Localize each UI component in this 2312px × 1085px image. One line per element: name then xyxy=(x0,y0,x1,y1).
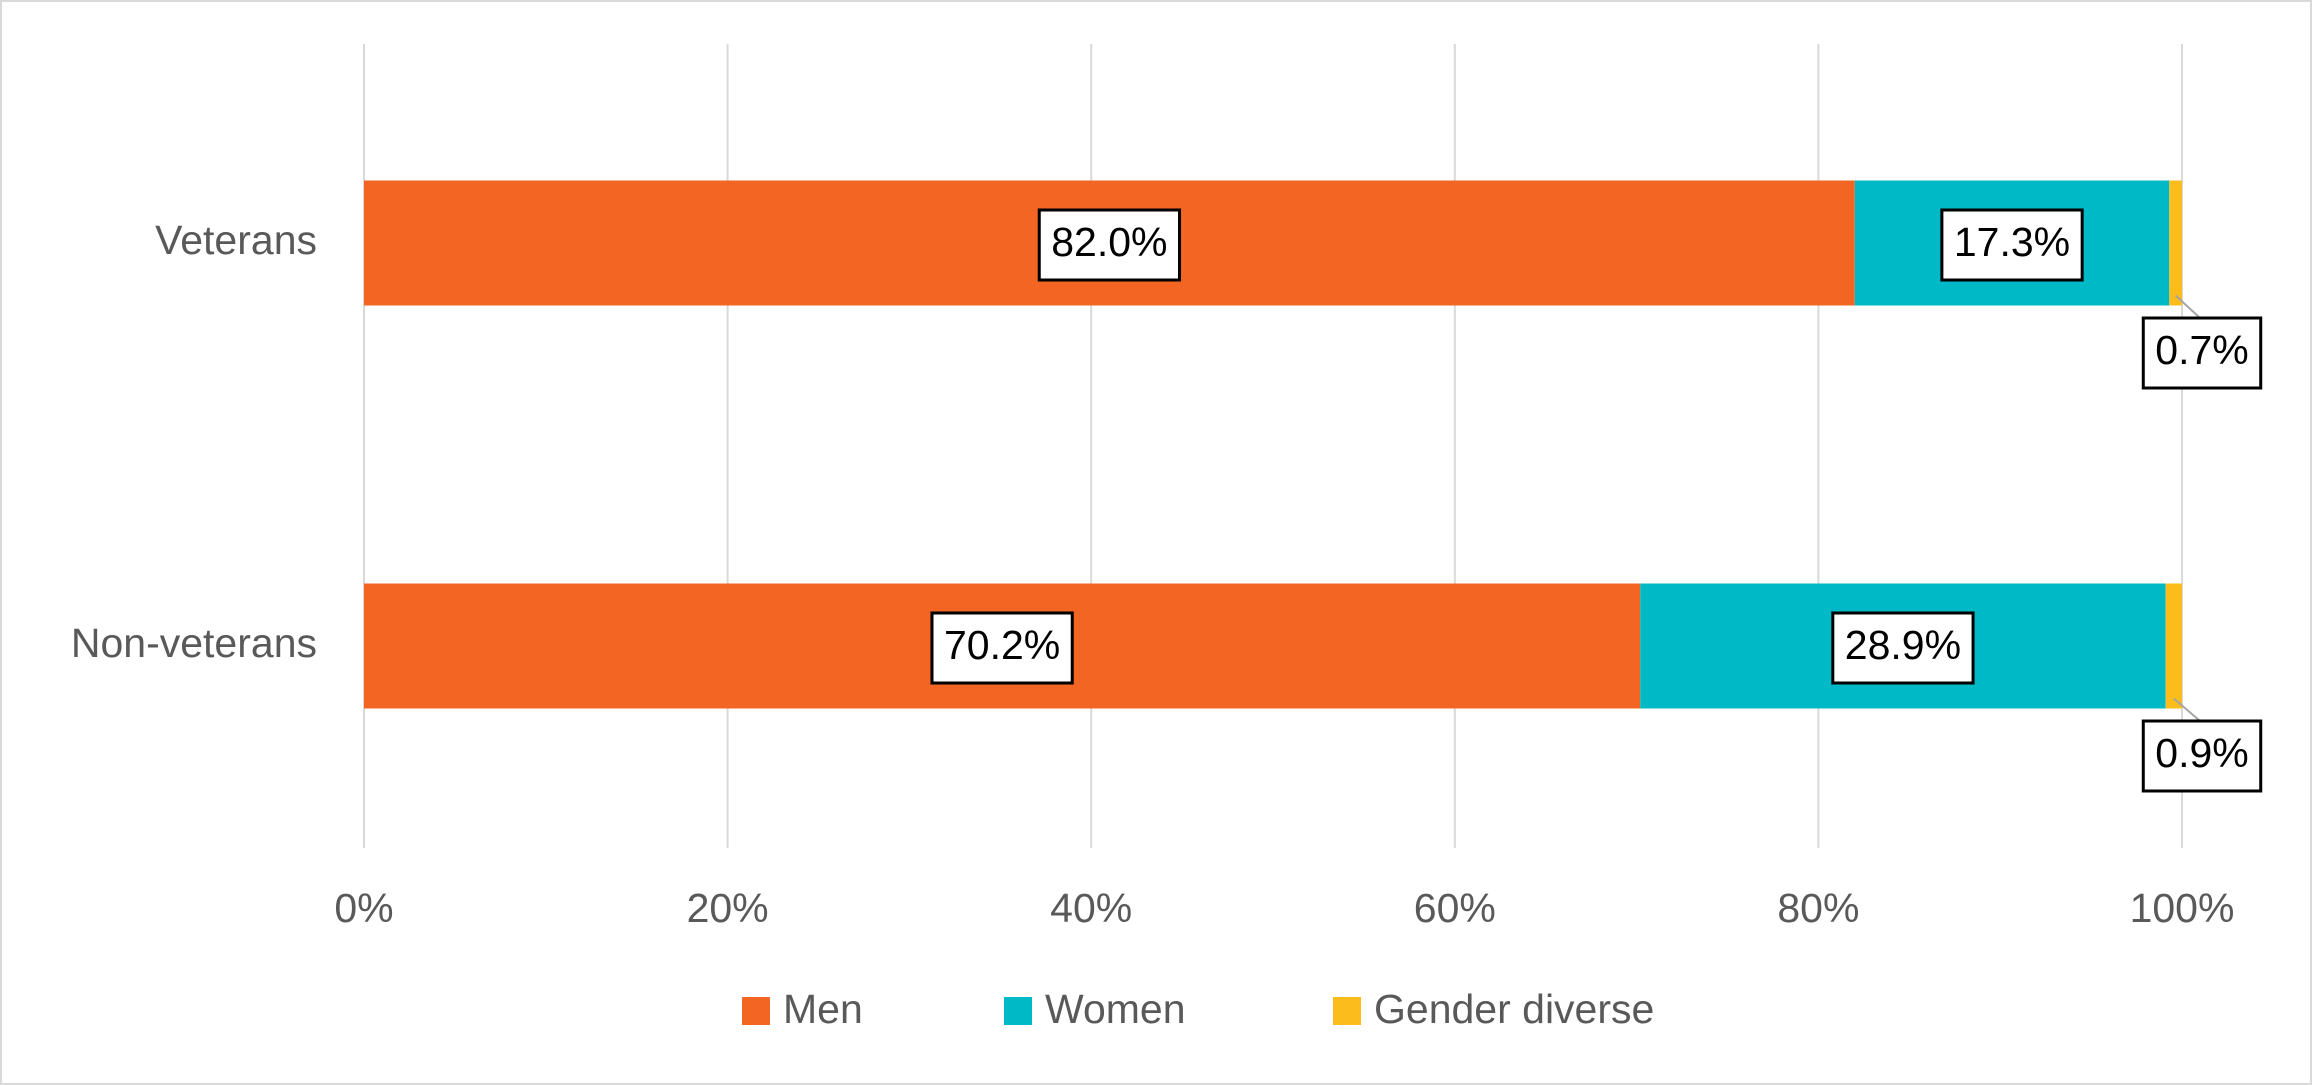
legend-label: Gender diverse xyxy=(1374,986,1654,1032)
leader-line xyxy=(2174,294,2201,319)
legend-swatch xyxy=(742,997,770,1025)
bar-segment xyxy=(2169,180,2182,306)
x-tick-label: 20% xyxy=(687,885,769,931)
category-label: Non-veterans xyxy=(71,620,317,666)
data-label: 0.7% xyxy=(2155,327,2248,373)
data-label: 70.2% xyxy=(944,622,1060,668)
data-label-box xyxy=(1940,208,2084,282)
category-label: Veterans xyxy=(155,217,317,263)
legend-label: Men xyxy=(783,986,863,1032)
legend-label: Women xyxy=(1045,986,1186,1032)
legend-swatch xyxy=(1004,997,1032,1025)
data-label: 0.9% xyxy=(2155,730,2248,776)
data-label-box xyxy=(2141,316,2263,390)
x-tick-label: 0% xyxy=(334,885,393,931)
x-tick-label: 40% xyxy=(1050,885,1132,931)
data-label-box xyxy=(2141,719,2263,793)
labels: 82.0% 17.3% 0.7% 70.2% 28.9% 0.9% xyxy=(930,208,2263,793)
data-label-box xyxy=(930,611,1074,685)
data-label: 28.9% xyxy=(1845,622,1961,668)
grid: 0% 20% 40% 60% 80% 100% Veterans Non-veterans xyxy=(71,44,2235,931)
data-label: 82.0% xyxy=(1051,219,1167,265)
leader-line xyxy=(2173,697,2201,722)
x-tick-label: 80% xyxy=(1777,885,1859,931)
data-label-box xyxy=(1037,208,1182,282)
data-label: 17.3% xyxy=(1954,219,2070,265)
x-tick-label: 100% xyxy=(2130,885,2235,931)
bar-segment xyxy=(2165,583,2182,709)
data-label-box xyxy=(1831,611,1975,685)
legend-swatch xyxy=(1333,997,1361,1025)
x-tick-label: 60% xyxy=(1414,885,1496,931)
